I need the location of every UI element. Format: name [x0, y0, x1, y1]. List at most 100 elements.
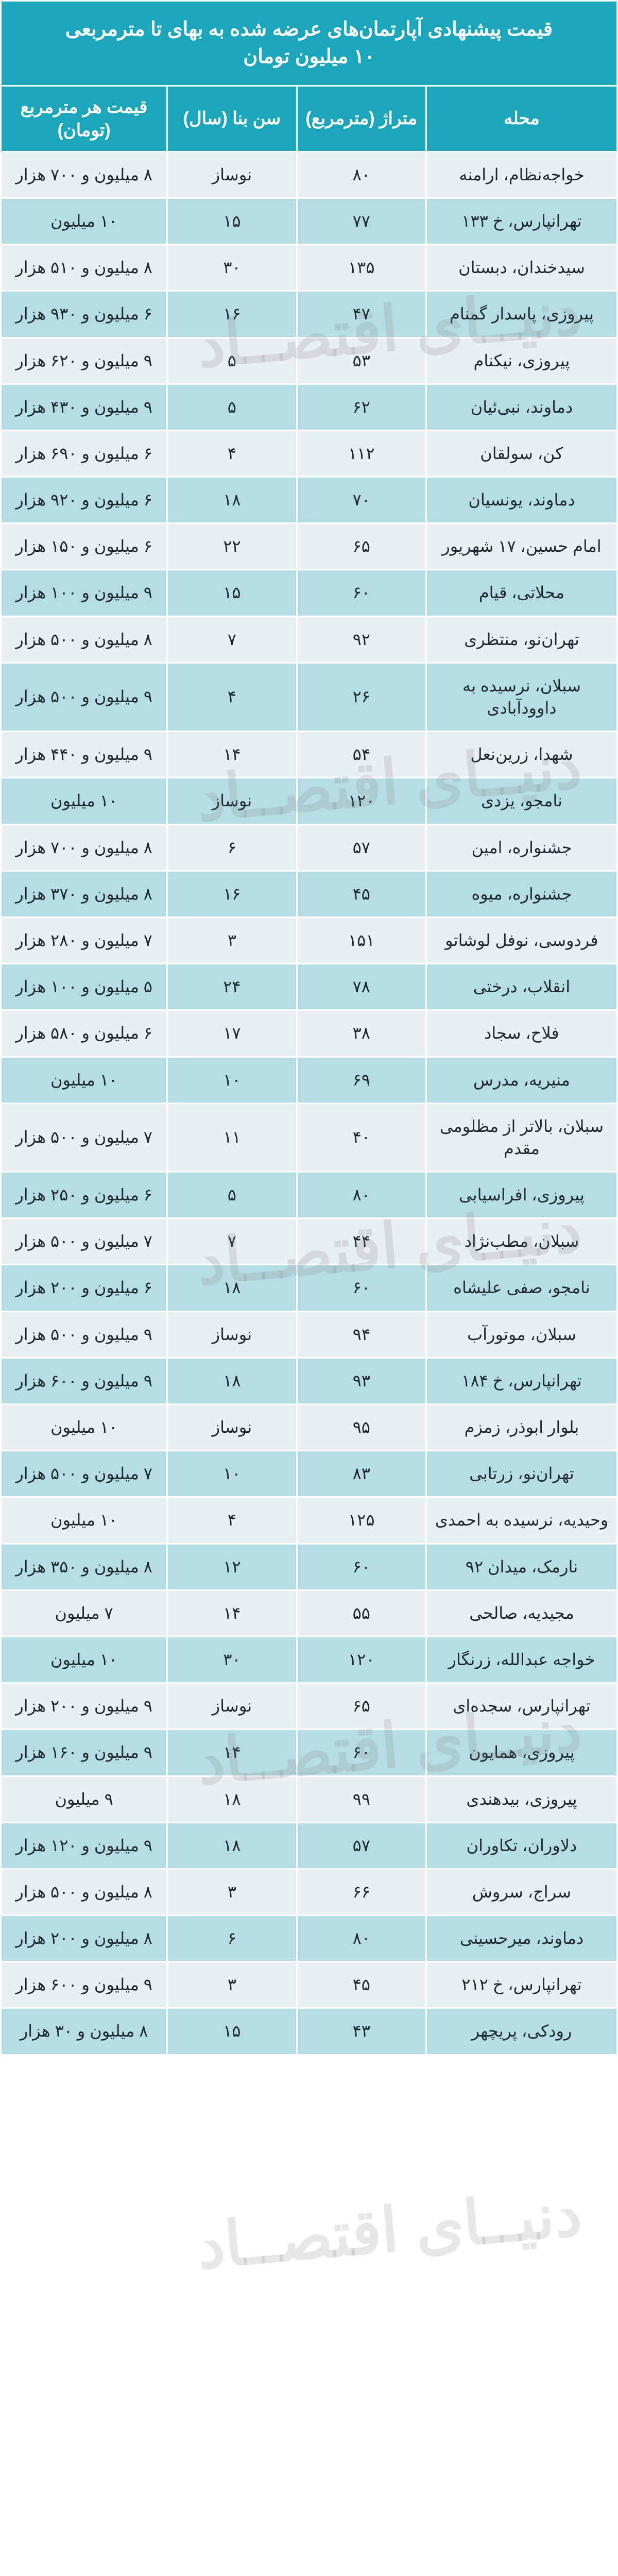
cell-district: نامجو، یزدی	[426, 778, 617, 824]
cell-price: ۹ میلیون و ۶۰۰ هزار	[1, 1358, 167, 1404]
cell-district: تهرانپارس، سجده‌ای	[426, 1683, 617, 1730]
table-row: مجیدیه، صالحی۵۵۱۴۷ میلیون	[1, 1590, 617, 1636]
cell-age: ۱۰	[167, 1057, 297, 1103]
cell-price: ۹ میلیون و ۱۰۰ هزار	[1, 570, 167, 616]
cell-area: ۶۵	[297, 1683, 426, 1730]
cell-district: رودکی، پریچهر	[426, 2008, 617, 2055]
cell-district: سراج، سروش	[426, 1869, 617, 1915]
cell-price: ۱۰ میلیون	[1, 778, 167, 824]
cell-age: ۶	[167, 1916, 297, 1962]
cell-price: ۶ میلیون و ۹۲۰ هزار	[1, 477, 167, 523]
cell-district: خواجه‌نظام، ارامنه	[426, 151, 617, 198]
cell-age: ۴	[167, 430, 297, 477]
cell-area: ۹۳	[297, 1358, 426, 1404]
table-row: خواجه عبدالله، زرنگار۱۲۰۳۰۱۰ میلیون	[1, 1636, 617, 1683]
cell-area: ۱۱۲	[297, 430, 426, 477]
cell-area: ۴۵	[297, 1962, 426, 2008]
cell-district: انقلاب، درختی	[426, 964, 617, 1010]
cell-area: ۵۳	[297, 337, 426, 384]
cell-age: ۱۴	[167, 732, 297, 778]
cell-age: ۳	[167, 917, 297, 963]
cell-age: ۱۸	[167, 477, 297, 523]
cell-area: ۶۰	[297, 570, 426, 616]
cell-area: ۵۷	[297, 824, 426, 871]
cell-district: فردوسی، نوفل لوشاتو	[426, 917, 617, 963]
table-row: تهرانپارس، خ ۱۳۳۷۷۱۵۱۰ میلیون	[1, 198, 617, 244]
cell-price: ۶ میلیون و ۶۹۰ هزار	[1, 430, 167, 477]
cell-age: ۵	[167, 337, 297, 384]
table-row: تهران‌نو، زرتابی۸۳۱۰۷ میلیون و ۵۰۰ هزار	[1, 1451, 617, 1497]
table-row: نامجو، یزدی۱۲۰نوساز۱۰ میلیون	[1, 778, 617, 824]
table-row: تهرانپارس، خ ۱۸۴۹۳۱۸۹ میلیون و ۶۰۰ هزار	[1, 1358, 617, 1404]
cell-area: ۹۵	[297, 1404, 426, 1451]
table-row: سراج، سروش۶۶۳۸ میلیون و ۵۰۰ هزار	[1, 1869, 617, 1915]
cell-district: تهرانپارس، خ ۲۱۲	[426, 1962, 617, 2008]
cell-district: جشنواره، امین	[426, 824, 617, 871]
cell-price: ۹ میلیون و ۱۶۰ هزار	[1, 1730, 167, 1776]
cell-price: ۶ میلیون و ۹۳۰ هزار	[1, 291, 167, 337]
table-row: پیروزی، همایون۶۰۱۴۹ میلیون و ۱۶۰ هزار	[1, 1730, 617, 1776]
table-row: دماوند، نبی‌ئیان۶۲۵۹ میلیون و ۴۳۰ هزار	[1, 384, 617, 430]
cell-age: ۱۶	[167, 291, 297, 337]
cell-area: ۸۰	[297, 151, 426, 198]
cell-price: ۱۰ میلیون	[1, 1404, 167, 1451]
cell-area: ۱۲۰	[297, 1636, 426, 1683]
cell-district: پیروزی، پاسدار گمنام	[426, 291, 617, 337]
cell-area: ۶۰	[297, 1544, 426, 1590]
cell-area: ۱۲۰	[297, 778, 426, 824]
cell-age: ۴	[167, 663, 297, 731]
cell-age: ۳	[167, 1869, 297, 1915]
table-row: جشنواره، میوه۴۵۱۶۸ میلیون و ۳۷۰ هزار	[1, 871, 617, 917]
cell-age: نوساز	[167, 151, 297, 198]
cell-age: ۱۴	[167, 1730, 297, 1776]
cell-age: ۴	[167, 1497, 297, 1544]
cell-price: ۹ میلیون و ۱۲۰ هزار	[1, 1822, 167, 1869]
cell-age: ۲۲	[167, 523, 297, 570]
cell-age: ۱۲	[167, 1544, 297, 1590]
table-row: وحیدیه، نرسیده به احمدی۱۲۵۴۱۰ میلیون	[1, 1497, 617, 1544]
cell-district: بلوار ابوذر، زمزم	[426, 1404, 617, 1451]
cell-district: دماوند، میرحسینی	[426, 1916, 617, 1962]
cell-price: ۷ میلیون	[1, 1590, 167, 1636]
table-row: سبلان، مطب‌نژاد۴۴۷۷ میلیون و ۵۰۰ هزار	[1, 1218, 617, 1265]
cell-district: پیروزی، افراسیابی	[426, 1172, 617, 1218]
cell-price: ۹ میلیون و ۶۰۰ هزار	[1, 1962, 167, 2008]
title-line-1: قیمت پیشنهادی آپارتمان‌های عرضه شده به ب…	[65, 19, 553, 40]
cell-area: ۴۳	[297, 2008, 426, 2055]
table-row: سبلان، بالاتر از مظلومی مقدم۴۰۱۱۷ میلیون…	[1, 1103, 617, 1172]
cell-district: وحیدیه، نرسیده به احمدی	[426, 1497, 617, 1544]
cell-price: ۹ میلیون	[1, 1776, 167, 1822]
cell-district: دماوند، نبی‌ئیان	[426, 384, 617, 430]
table-row: خواجه‌نظام، ارامنه۸۰نوساز۸ میلیون و ۷۰۰ …	[1, 151, 617, 198]
table-row: دماوند، یونسیان۷۰۱۸۶ میلیون و ۹۲۰ هزار	[1, 477, 617, 523]
cell-district: امام حسین، ۱۷ شهریور	[426, 523, 617, 570]
cell-price: ۶ میلیون و ۲۵۰ هزار	[1, 1172, 167, 1218]
cell-area: ۸۰	[297, 1916, 426, 1962]
cell-area: ۴۴	[297, 1218, 426, 1265]
cell-price: ۷ میلیون و ۵۰۰ هزار	[1, 1218, 167, 1265]
cell-age: ۷	[167, 1218, 297, 1265]
cell-price: ۸ میلیون و ۳۵۰ هزار	[1, 1544, 167, 1590]
table-row: سبلان، نرسیده به داوودآبادی۲۶۴۹ میلیون و…	[1, 663, 617, 731]
cell-district: دماوند، یونسیان	[426, 477, 617, 523]
table-row: تهرانپارس، خ ۲۱۲۴۵۳۹ میلیون و ۶۰۰ هزار	[1, 1962, 617, 2008]
cell-district: سبلان، نرسیده به داوودآبادی	[426, 663, 617, 731]
cell-age: ۷	[167, 616, 297, 663]
cell-age: ۳	[167, 1962, 297, 2008]
table-row: سبلان، موتورآب۹۴نوساز۹ میلیون و ۵۰۰ هزار	[1, 1311, 617, 1358]
cell-price: ۹ میلیون و ۶۲۰ هزار	[1, 337, 167, 384]
cell-age: ۱۸	[167, 1358, 297, 1404]
cell-price: ۸ میلیون و ۲۰۰ هزار	[1, 1916, 167, 1962]
header-area: متراژ (مترمربع)	[297, 86, 426, 151]
cell-price: ۸ میلیون و ۷۰۰ هزار	[1, 151, 167, 198]
cell-area: ۷۸	[297, 964, 426, 1010]
cell-age: ۱۷	[167, 1010, 297, 1057]
cell-age: ۱۰	[167, 1451, 297, 1497]
header-age: سن بنا (سال)	[167, 86, 297, 151]
cell-area: ۷۷	[297, 198, 426, 244]
cell-price: ۸ میلیون و ۷۰۰ هزار	[1, 824, 167, 871]
cell-age: ۵	[167, 384, 297, 430]
table-row: امام حسین، ۱۷ شهریور۶۵۲۲۶ میلیون و ۱۵۰ ه…	[1, 523, 617, 570]
header-price: قیمت هر مترمربع (تومان)	[1, 86, 167, 151]
table-row: شهدا، زرین‌نعل۵۴۱۴۹ میلیون و ۴۴۰ هزار	[1, 732, 617, 778]
